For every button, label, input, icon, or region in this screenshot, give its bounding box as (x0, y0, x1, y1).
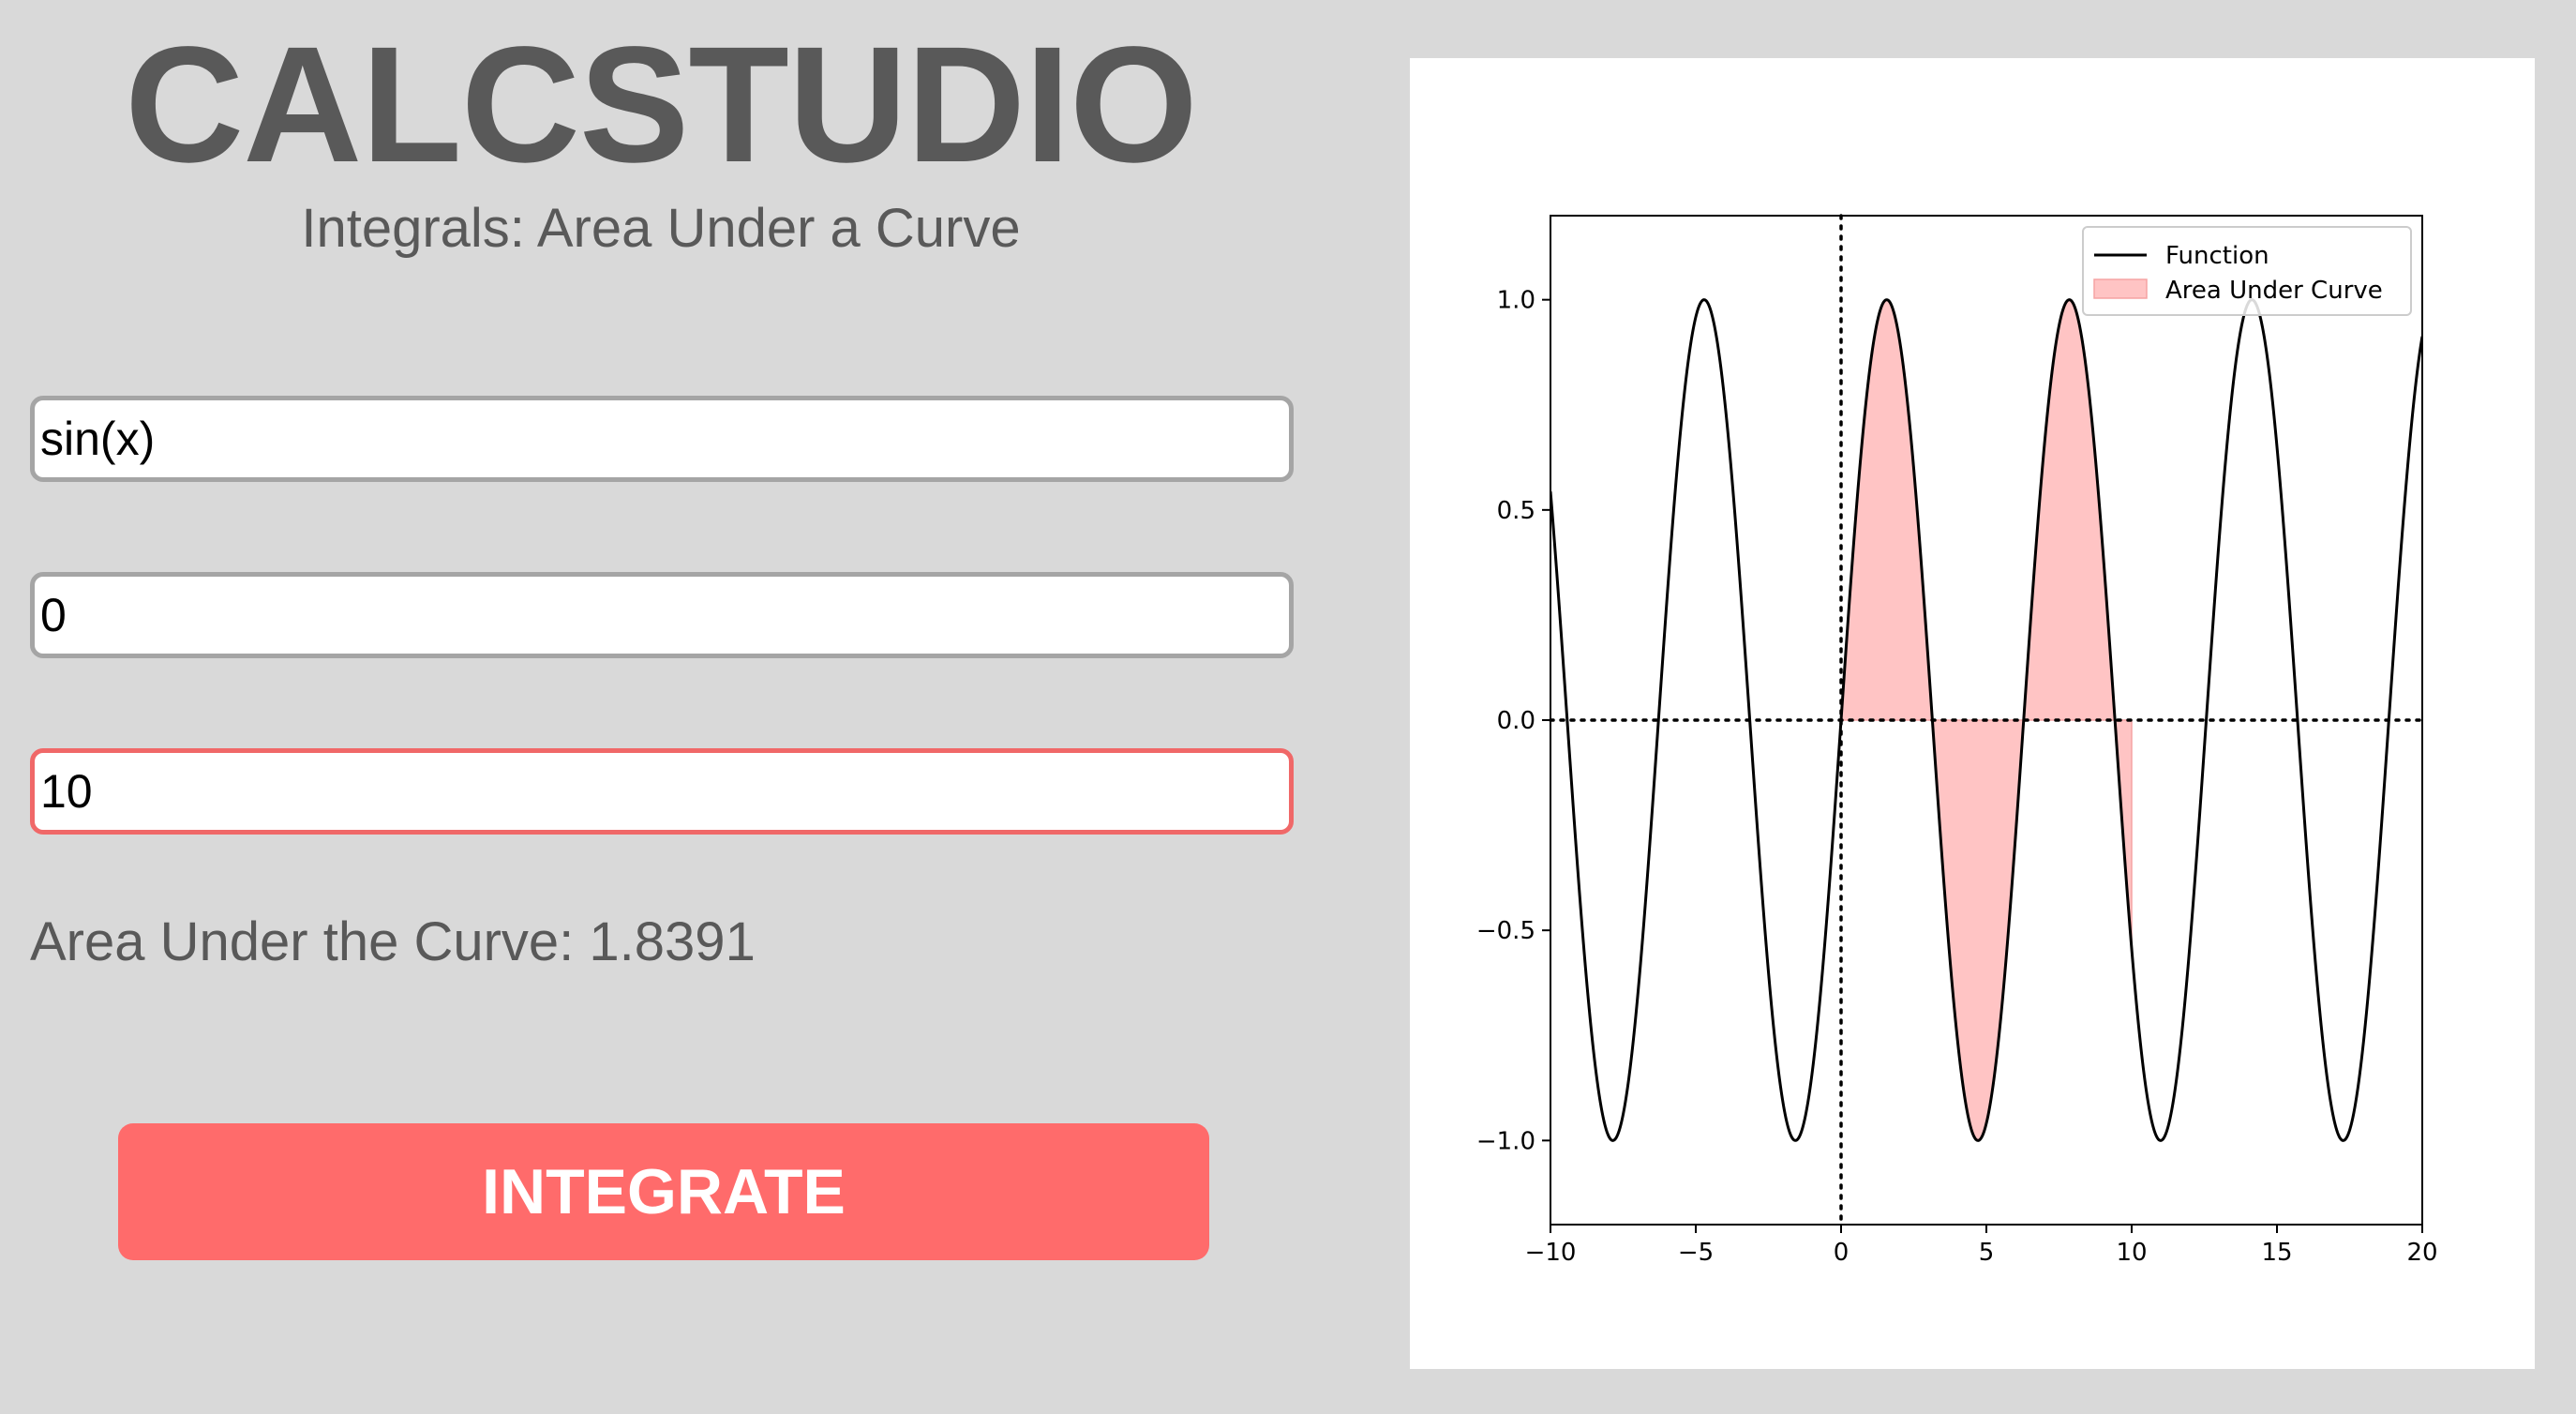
x-tick-label: −10 (1525, 1239, 1577, 1267)
legend-area-swatch (2093, 278, 2148, 299)
x-tick-label: 0 (1834, 1239, 1850, 1267)
upper-bound-input[interactable] (30, 748, 1294, 835)
lower-bound-input[interactable] (30, 572, 1294, 658)
y-tick-label: 0.5 (1497, 497, 1535, 525)
y-tick-label: −0.5 (1476, 917, 1535, 945)
plot-card: −10 −5 0 5 10 15 20 −1.0 −0.5 0.0 0.5 1.0 Function Ar… (1410, 58, 2535, 1369)
y-tick-label: 1.0 (1497, 287, 1535, 315)
function-input[interactable] (30, 396, 1294, 482)
legend-area-label: Area Under Curve (2165, 277, 2383, 305)
result-text: Area Under the Curve: 1.8391 (30, 915, 756, 970)
x-tick-label: 5 (1979, 1239, 1995, 1267)
function-plot: −10 −5 0 5 10 15 20 −1.0 −0.5 0.0 0.5 1.0 Function Ar… (1476, 214, 2438, 1267)
app-subtitle: Integrals: Area Under a Curve (301, 198, 1021, 259)
app-title: CALCSTUDIO (125, 13, 1198, 197)
x-tick-label: 20 (2406, 1239, 2437, 1267)
y-tick-label: −1.0 (1476, 1127, 1535, 1155)
function-curve (1550, 298, 2422, 1142)
legend-function-label: Function (2165, 242, 2269, 270)
x-tick-label: −5 (1678, 1239, 1714, 1267)
integrate-button[interactable]: INTEGRATE (118, 1123, 1209, 1260)
x-tick-label: 10 (2116, 1239, 2147, 1267)
result-value: 1.8391 (589, 911, 756, 972)
calculator-panel: CALCSTUDIO Integrals: Area Under a Curve… (30, 13, 1294, 1260)
x-tick-label: 15 (2261, 1239, 2292, 1267)
y-tick-label: 0.0 (1497, 707, 1535, 735)
result-label: Area Under the Curve: (30, 911, 575, 972)
legend-box (2082, 226, 2412, 316)
